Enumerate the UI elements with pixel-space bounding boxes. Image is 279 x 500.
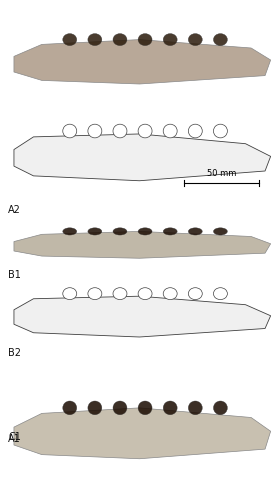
Text: B2: B2	[8, 348, 21, 358]
Ellipse shape	[188, 228, 202, 235]
Bar	[0, 0, 279, 120]
Ellipse shape	[163, 288, 177, 300]
Text: B1: B1	[8, 270, 21, 280]
Ellipse shape	[88, 34, 102, 46]
Ellipse shape	[163, 124, 177, 138]
Ellipse shape	[163, 228, 177, 235]
Ellipse shape	[138, 124, 152, 138]
Ellipse shape	[188, 34, 202, 46]
Text: C1: C1	[8, 432, 21, 442]
Ellipse shape	[63, 401, 77, 414]
Ellipse shape	[213, 228, 227, 235]
Bar	[0, 112, 279, 210]
Ellipse shape	[213, 124, 227, 138]
Ellipse shape	[163, 401, 177, 414]
Bar	[0, 278, 279, 362]
Ellipse shape	[88, 124, 102, 138]
Polygon shape	[14, 232, 271, 258]
Ellipse shape	[88, 401, 102, 414]
Ellipse shape	[188, 288, 202, 300]
Ellipse shape	[138, 288, 152, 300]
Text: 50 mm: 50 mm	[207, 168, 237, 177]
Ellipse shape	[188, 401, 202, 414]
Ellipse shape	[213, 288, 227, 300]
Polygon shape	[14, 134, 271, 180]
Ellipse shape	[138, 228, 152, 235]
Ellipse shape	[113, 228, 127, 235]
Ellipse shape	[113, 401, 127, 414]
Ellipse shape	[213, 401, 227, 414]
Bar	[0, 208, 279, 280]
Ellipse shape	[188, 124, 202, 138]
Ellipse shape	[113, 288, 127, 300]
Ellipse shape	[113, 34, 127, 46]
Ellipse shape	[63, 124, 77, 138]
Polygon shape	[14, 408, 271, 459]
Polygon shape	[14, 40, 271, 84]
Ellipse shape	[88, 288, 102, 300]
Ellipse shape	[138, 34, 152, 46]
Ellipse shape	[88, 228, 102, 235]
Ellipse shape	[63, 288, 77, 300]
Ellipse shape	[213, 34, 227, 46]
Ellipse shape	[63, 34, 77, 46]
Bar	[0, 362, 279, 500]
Polygon shape	[14, 296, 271, 337]
Ellipse shape	[63, 228, 77, 235]
Ellipse shape	[163, 34, 177, 46]
Ellipse shape	[113, 124, 127, 138]
Ellipse shape	[138, 401, 152, 414]
Text: A2: A2	[8, 205, 21, 215]
Text: A1: A1	[8, 434, 21, 444]
